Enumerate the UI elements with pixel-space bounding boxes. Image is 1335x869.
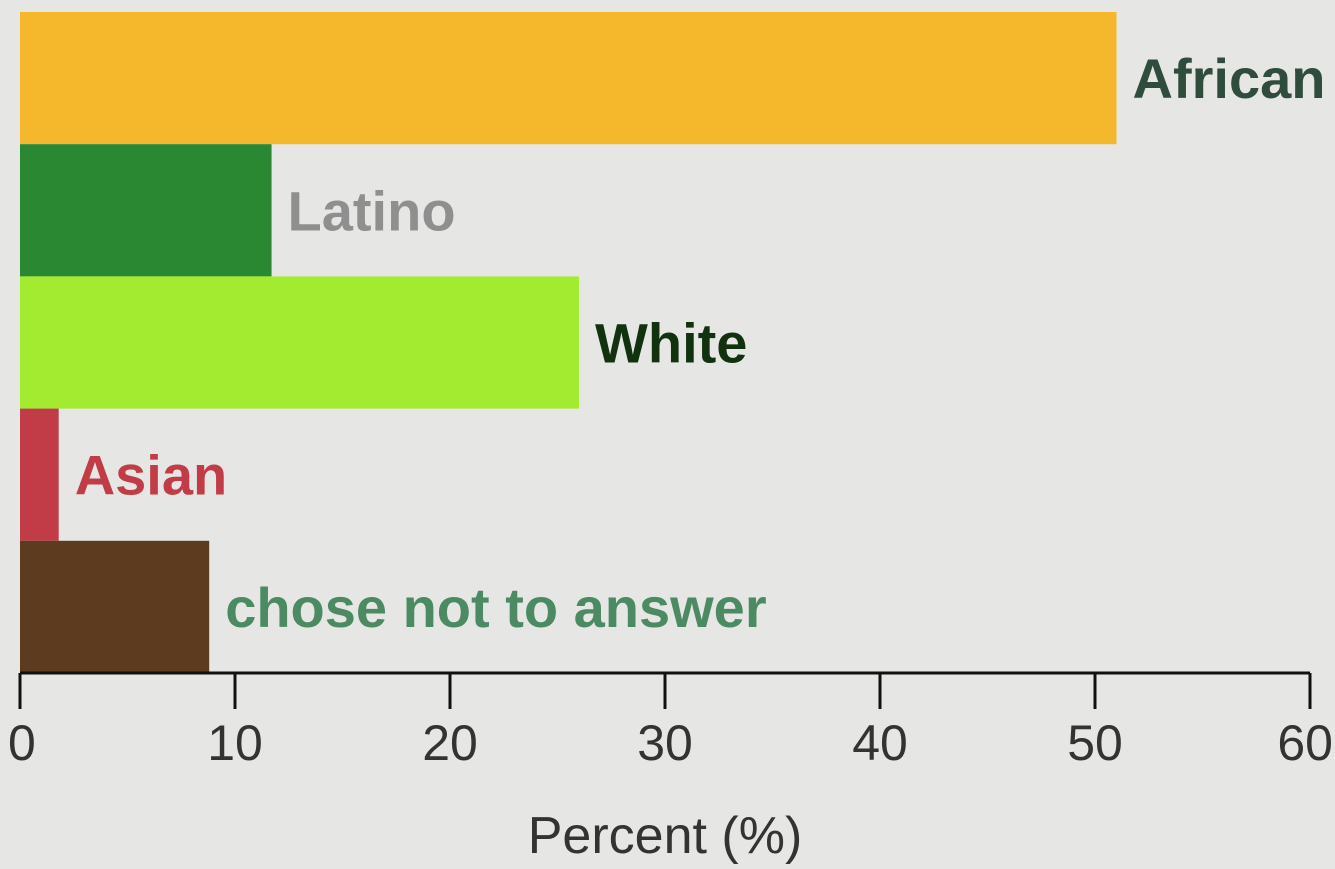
bar-2 <box>20 276 579 409</box>
bar-3 <box>20 408 59 541</box>
bar-label-0: African A <box>1133 47 1335 110</box>
bar-labels-group: African A Latino White Asian chose not to an… <box>75 47 1335 639</box>
x-tick-label-4: 40 <box>852 715 908 771</box>
x-axis: 0 10 20 30 40 50 60 <box>8 671 1333 771</box>
bar-label-2: White <box>595 312 747 375</box>
x-tick-label-3: 30 <box>637 715 693 771</box>
bar-label-1: Latino <box>288 179 456 242</box>
bar-0 <box>20 12 1117 145</box>
x-tick-label-0: 0 <box>8 715 36 771</box>
bar-label-4: chose not to answer <box>225 576 766 639</box>
bars-group <box>20 12 1117 673</box>
bar-4 <box>20 540 210 673</box>
x-tick-label-6: 60 <box>1277 715 1333 771</box>
bar-1 <box>20 144 272 277</box>
bar-label-3: Asian <box>75 444 228 507</box>
x-tick-label-2: 20 <box>422 715 478 771</box>
x-axis-title: Percent (%) <box>528 807 803 865</box>
x-tick-label-5: 50 <box>1067 715 1123 771</box>
x-tick-label-1: 10 <box>207 715 263 771</box>
